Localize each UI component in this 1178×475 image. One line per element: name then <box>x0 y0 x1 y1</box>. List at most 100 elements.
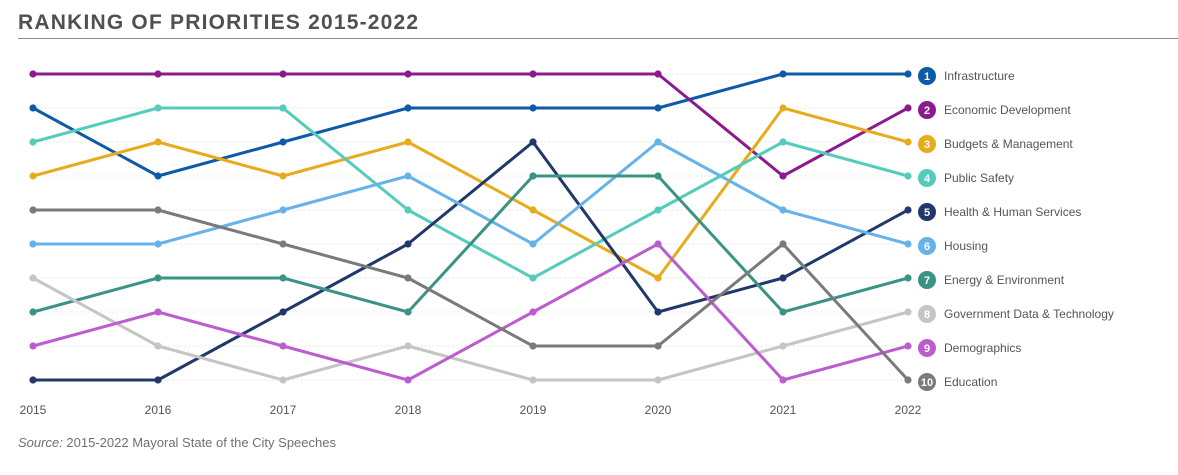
legend-badge-infrastructure <box>918 67 936 85</box>
legend-rank-education: 10 <box>921 377 933 389</box>
legend-item-public-safety: 4 Public Safety <box>918 169 1014 187</box>
point-budgets-and-management-2020 <box>654 274 662 282</box>
legend-badge-health-and-human-services <box>918 203 936 221</box>
point-health-and-human-services-2015 <box>29 376 37 384</box>
point-government-data-and-technology-2022 <box>904 308 912 316</box>
legend-rank-energy-and-environment: 7 <box>924 275 930 287</box>
source-note: Source: 2015-2022 Mayoral State of the C… <box>18 435 336 450</box>
point-health-and-human-services-2019 <box>529 138 537 146</box>
point-economic-development-2017 <box>279 70 287 78</box>
legend-rank-budgets-and-management: 3 <box>924 139 930 151</box>
point-housing-2018 <box>404 172 412 180</box>
x-tick-2018: 2018 <box>395 403 422 417</box>
point-demographics-2019 <box>529 308 537 316</box>
point-demographics-2016 <box>154 308 162 316</box>
legend-label-government-data-and-technology: Government Data & Technology <box>944 307 1114 321</box>
point-infrastructure-2016 <box>154 172 162 180</box>
legend: 1 Infrastructure 2 Economic Development 3 Bud… <box>918 67 1114 391</box>
point-demographics-2022 <box>904 342 912 350</box>
x-tick-2015: 2015 <box>20 403 47 417</box>
legend-rank-infrastructure: 1 <box>924 71 930 83</box>
series-line-housing <box>31 140 910 246</box>
point-government-data-and-technology-2017 <box>279 376 287 384</box>
legend-label-health-and-human-services: Health & Human Services <box>944 205 1081 219</box>
point-budgets-and-management-2017 <box>279 172 287 180</box>
point-infrastructure-2021 <box>779 70 787 78</box>
x-tick-2020: 2020 <box>645 403 672 417</box>
legend-label-energy-and-environment: Energy & Environment <box>944 273 1065 287</box>
legend-item-education: 10 Education <box>918 373 997 391</box>
point-public-safety-2021 <box>779 138 787 146</box>
legend-label-economic-development: Economic Development <box>944 103 1071 117</box>
point-economic-development-2022 <box>904 104 912 112</box>
legend-rank-government-data-and-technology: 8 <box>924 309 930 321</box>
point-energy-and-environment-2016 <box>154 274 162 282</box>
point-infrastructure-2020 <box>654 104 662 112</box>
point-infrastructure-2018 <box>404 104 412 112</box>
point-public-safety-2020 <box>654 206 662 214</box>
legend-badge-energy-and-environment <box>918 271 936 289</box>
point-education-2017 <box>279 240 287 248</box>
legend-rank-economic-development: 2 <box>924 105 930 117</box>
point-public-safety-2019 <box>529 274 537 282</box>
point-energy-and-environment-2019 <box>529 172 537 180</box>
series-line-energy-and-environment <box>31 174 910 314</box>
legend-label-education: Education <box>944 375 997 389</box>
point-government-data-and-technology-2018 <box>404 342 412 350</box>
point-health-and-human-services-2021 <box>779 274 787 282</box>
series-line-infrastructure <box>31 72 910 178</box>
point-demographics-2017 <box>279 342 287 350</box>
point-budgets-and-management-2018 <box>404 138 412 146</box>
point-budgets-and-management-2019 <box>529 206 537 214</box>
legend-item-economic-development: 2 Economic Development <box>918 101 1071 119</box>
point-energy-and-environment-2022 <box>904 274 912 282</box>
series-line-demographics <box>31 242 910 382</box>
point-demographics-2020 <box>654 240 662 248</box>
point-budgets-and-management-2021 <box>779 104 787 112</box>
point-economic-development-2015 <box>29 70 37 78</box>
legend-badge-government-data-and-technology <box>918 305 936 323</box>
point-economic-development-2018 <box>404 70 412 78</box>
point-energy-and-environment-2017 <box>279 274 287 282</box>
point-public-safety-2016 <box>154 104 162 112</box>
point-education-2021 <box>779 240 787 248</box>
point-housing-2015 <box>29 240 37 248</box>
series-line-education <box>31 208 910 382</box>
legend-badge-education <box>918 373 936 391</box>
series-line-economic-development <box>31 72 910 178</box>
source-text: 2015-2022 Mayoral State of the City Spee… <box>62 435 336 450</box>
legend-item-infrastructure: 1 Infrastructure <box>918 67 1015 85</box>
point-economic-development-2016 <box>154 70 162 78</box>
point-infrastructure-2017 <box>279 138 287 146</box>
legend-badge-demographics <box>918 339 936 357</box>
x-tick-2019: 2019 <box>520 403 547 417</box>
series-line-health-and-human-services <box>31 140 910 382</box>
series-line-government-data-and-technology <box>31 276 910 382</box>
point-energy-and-environment-2015 <box>29 308 37 316</box>
title-divider <box>18 38 1178 39</box>
legend-label-infrastructure: Infrastructure <box>944 69 1015 83</box>
point-education-2020 <box>654 342 662 350</box>
chart-title: RANKING OF PRIORITIES 2015-2022 <box>18 11 420 34</box>
point-health-and-human-services-2017 <box>279 308 287 316</box>
point-education-2015 <box>29 206 37 214</box>
point-government-data-and-technology-2016 <box>154 342 162 350</box>
point-budgets-and-management-2016 <box>154 138 162 146</box>
legend-rank-demographics: 9 <box>924 343 930 355</box>
point-health-and-human-services-2020 <box>654 308 662 316</box>
point-housing-2016 <box>154 240 162 248</box>
point-education-2019 <box>529 342 537 350</box>
point-economic-development-2020 <box>654 70 662 78</box>
point-government-data-and-technology-2020 <box>654 376 662 384</box>
legend-item-energy-and-environment: 7 Energy & Environment <box>918 271 1065 289</box>
x-tick-2017: 2017 <box>270 403 297 417</box>
point-housing-2020 <box>654 138 662 146</box>
data-points <box>29 70 912 384</box>
legend-badge-housing <box>918 237 936 255</box>
legend-rank-health-and-human-services: 5 <box>924 207 930 219</box>
legend-rank-housing: 6 <box>924 241 930 253</box>
ranking-line-chart: 2015 2016 2017 2018 2019 2020 2021 2022 1 Infras… <box>20 67 1114 417</box>
legend-badge-economic-development <box>918 101 936 119</box>
point-public-safety-2018 <box>404 206 412 214</box>
point-budgets-and-management-2015 <box>29 172 37 180</box>
